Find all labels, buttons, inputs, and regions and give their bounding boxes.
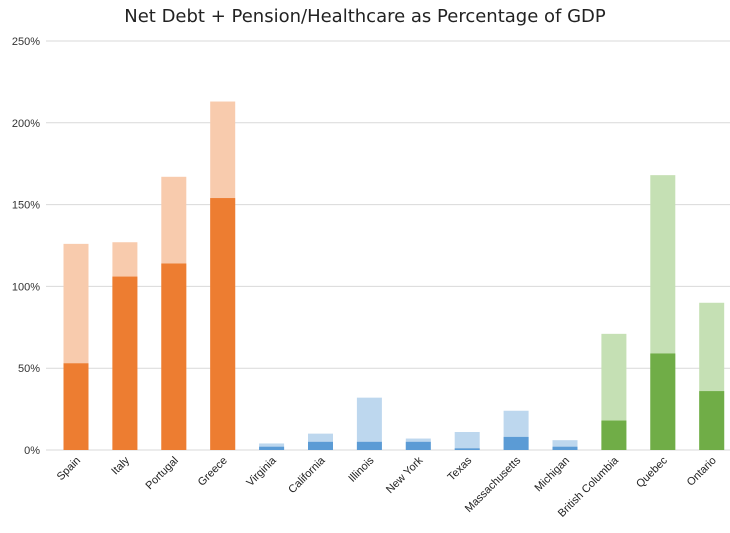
bar-net-debt-british-columbia xyxy=(601,420,627,450)
bar-net-debt-greece xyxy=(210,198,236,450)
bars xyxy=(63,101,725,451)
bar-net-debt-massachusetts xyxy=(503,436,529,450)
y-tick-label: 150% xyxy=(12,200,40,212)
y-tick-label: 250% xyxy=(12,36,40,48)
bar-net-debt-michigan xyxy=(552,446,578,450)
gridlines xyxy=(46,40,730,451)
bar-net-debt-italy xyxy=(112,276,138,450)
x-category-label: Portugal xyxy=(143,455,180,492)
y-tick-label: 200% xyxy=(12,118,40,130)
bar-net-debt-virginia xyxy=(259,446,285,450)
x-category-label: Italy xyxy=(109,454,132,477)
bar-total-michigan xyxy=(552,440,578,450)
x-category-label: Quebec xyxy=(634,454,670,490)
bar-net-debt-illinois xyxy=(356,441,382,450)
x-category-label: Spain xyxy=(55,455,83,483)
x-category-label: Texas xyxy=(446,454,475,483)
y-tick-label: 0% xyxy=(24,445,40,457)
bar-total-texas xyxy=(454,432,480,450)
x-category-label: Greece xyxy=(196,455,230,489)
chart-title: Net Debt + Pension/Healthcare as Percent… xyxy=(124,6,606,27)
bar-net-debt-spain xyxy=(63,363,89,450)
x-category-label: New York xyxy=(384,454,426,496)
y-tick-label: 50% xyxy=(18,363,40,375)
x-category-label: Virginia xyxy=(244,454,279,489)
bar-net-debt-new-york xyxy=(405,441,431,450)
x-category-label: California xyxy=(286,454,328,496)
x-axis-category-labels: Spain Italy Portugal Greece Virginia Californ… xyxy=(55,454,719,520)
y-axis-tick-labels: 0% 50% 100% 150% 200% 250% xyxy=(12,36,40,457)
bar-net-debt-texas xyxy=(454,448,480,450)
x-category-label: Michigan xyxy=(533,455,573,495)
x-category-label: Ontario xyxy=(685,455,719,489)
bar-net-debt-california xyxy=(308,441,333,450)
bar-net-debt-quebec xyxy=(650,353,676,450)
bar-total-illinois xyxy=(356,397,382,450)
bar-net-debt-portugal xyxy=(161,263,187,450)
x-category-label: Illinois xyxy=(346,454,376,484)
y-tick-label: 100% xyxy=(12,281,40,293)
bar-net-debt-ontario xyxy=(699,391,725,450)
